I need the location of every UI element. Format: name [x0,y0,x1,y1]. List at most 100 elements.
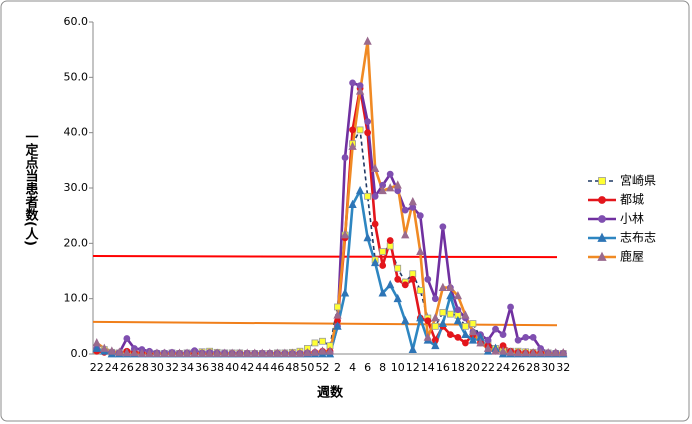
marker [394,264,402,272]
marker [492,325,499,333]
marker [409,203,417,211]
y-tick-label: 40.0 [64,126,89,139]
y-tick-label: 60.0 [64,15,89,28]
marker [235,348,244,357]
marker [409,270,417,278]
marker [295,348,305,357]
x-tick-label: 44 [255,361,269,374]
marker [340,288,350,297]
marker [409,275,417,283]
x-tick-label: 24 [496,361,510,374]
legend-marker [598,196,606,204]
legend-item: 鹿屋 [588,249,644,264]
legend-label: 志布志 [620,231,656,245]
legend-label: 小林 [620,212,644,226]
x-tick-label: 26 [120,361,134,374]
marker [551,347,560,357]
legend-marker [597,251,607,261]
marker [544,347,553,357]
marker [507,303,514,311]
marker [401,281,409,289]
marker [167,348,177,357]
marker [484,336,492,344]
marker [529,333,537,341]
marker [536,347,545,357]
marker [160,348,169,357]
marker [355,185,365,195]
marker [130,347,139,357]
marker [378,288,387,297]
marker [280,348,290,357]
marker [513,347,523,357]
marker [370,257,380,267]
marker [349,79,356,87]
x-tick-label: 6 [364,361,371,374]
marker [371,192,379,200]
marker [190,348,199,357]
marker [197,348,207,357]
legend-marker [598,215,606,223]
marker [559,347,568,357]
marker [528,347,538,357]
marker [416,313,425,322]
x-axis-title: 週数 [317,385,344,401]
marker [454,333,462,341]
marker [514,336,522,344]
marker [364,129,372,137]
marker [483,343,493,352]
marker [438,318,448,327]
marker [453,315,463,325]
x-tick-label: 8 [379,361,386,374]
marker [379,248,387,256]
marker [431,322,439,330]
x-tick-label: 46 [270,361,284,374]
x-tick-label: 40 [225,361,239,374]
marker [378,185,387,195]
y-tick-label: 20.0 [64,236,89,249]
marker [311,339,319,347]
marker [386,242,394,250]
marker [491,346,500,355]
marker [401,206,409,214]
y-tick-label: 10.0 [64,292,89,305]
marker [499,331,507,339]
x-tick-label: 4 [349,361,356,374]
legend-marker [597,232,607,242]
marker [325,346,335,355]
marker [182,348,192,357]
x-tick-label: 30 [541,361,555,374]
marker [431,295,439,303]
marker [363,232,372,242]
marker [145,348,154,357]
marker [416,246,425,256]
x-tick-label: 28 [526,361,540,374]
legend-item: 都城 [588,193,644,207]
marker [386,183,395,192]
marker [228,348,237,357]
marker [364,192,372,200]
marker [424,275,432,283]
marker [468,335,478,344]
marker [424,317,432,325]
marker [439,309,447,316]
marker [318,346,327,355]
marker [386,279,395,289]
y-tick-label: 0.0 [71,347,89,360]
marker [303,347,312,357]
marker [348,141,357,150]
marker [446,310,454,318]
marker [340,230,350,239]
x-tick-label: 32 [165,361,179,374]
marker [310,347,320,356]
marker [438,282,448,291]
marker [341,154,349,161]
marker [175,348,184,357]
marker [454,306,462,314]
marker [468,326,478,336]
marker [408,344,417,353]
marker [461,310,470,319]
x-tick-label: 50 [300,361,314,374]
marker [446,282,455,291]
